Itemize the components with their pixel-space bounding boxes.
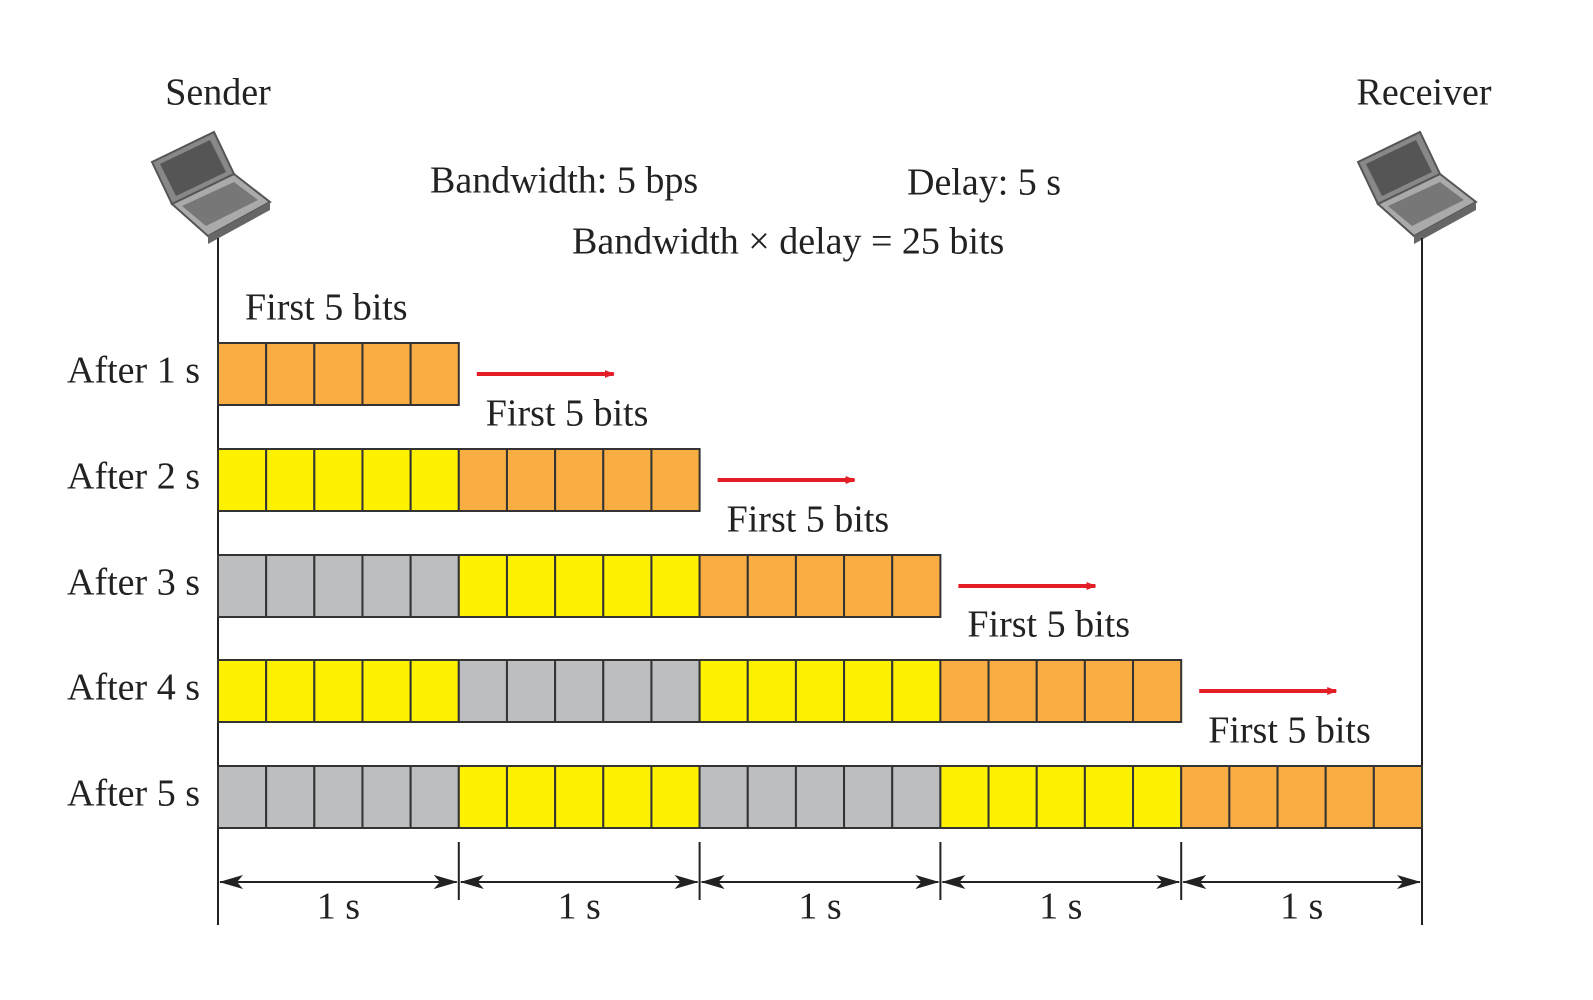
caption: First 5 bits [1208, 710, 1371, 752]
row-label: After 1 s [67, 350, 200, 392]
bit-cell [1372, 765, 1423, 829]
bit-cell [313, 765, 364, 829]
bit-cell [1035, 765, 1086, 829]
bit-cell [265, 342, 316, 406]
bit-cell [1132, 765, 1183, 829]
bit-cell [1083, 659, 1135, 723]
bit-cell [1035, 659, 1086, 723]
bit-cell [505, 659, 557, 723]
bit-cell [457, 448, 508, 512]
bit-cell [217, 765, 268, 829]
bit-cell [313, 448, 364, 512]
bit-cell [891, 765, 942, 829]
row-label: After 5 s [67, 773, 200, 815]
bit-cell [265, 554, 316, 618]
bit-cell [746, 659, 797, 723]
bit-cell [457, 765, 508, 829]
bit-cell [843, 765, 894, 829]
bit-cell [505, 765, 557, 829]
bit-cell [698, 765, 749, 829]
row-label: After 4 s [67, 667, 200, 709]
bit-cell [409, 342, 460, 406]
bit-cell [457, 554, 508, 618]
bit-cell [409, 659, 460, 723]
caption: First 5 bits [486, 393, 649, 435]
interval-label: 1 s [317, 886, 360, 928]
bit-cell [891, 659, 942, 723]
sender-label: Sender [165, 72, 271, 114]
bit-cell [409, 554, 460, 618]
caption: First 5 bits [727, 499, 890, 541]
receiver-label: Receiver [1356, 72, 1491, 114]
bit-cell [698, 659, 749, 723]
bit-cell [1228, 765, 1279, 829]
bit-cell [361, 554, 412, 618]
row-label: After 2 s [67, 456, 200, 498]
interval-label: 1 s [798, 886, 841, 928]
bit-cell [939, 659, 990, 723]
bit-cell [217, 659, 268, 723]
bit-cell [746, 554, 797, 618]
bit-cell [794, 659, 846, 723]
bit-cell [554, 448, 605, 512]
bit-cell [939, 765, 990, 829]
bit-cell [1132, 659, 1183, 723]
bandwidth-label: Bandwidth: 5 bps [430, 160, 698, 202]
bit-cell [602, 765, 653, 829]
bit-cell [217, 448, 268, 512]
bit-cell [843, 554, 894, 618]
bit-cell [554, 765, 605, 829]
interval-label: 1 s [1280, 886, 1323, 928]
bit-cell [313, 554, 364, 618]
bit-cell [794, 765, 846, 829]
bit-cell [313, 659, 364, 723]
bit-cell [1180, 765, 1231, 829]
caption: First 5 bits [967, 604, 1130, 646]
bit-cell [602, 659, 653, 723]
bit-cell [891, 554, 942, 618]
bit-cell [698, 554, 749, 618]
bit-cell [1083, 765, 1135, 829]
bit-cell [1324, 765, 1375, 829]
bit-cell [265, 448, 316, 512]
caption: First 5 bits [245, 287, 408, 329]
bit-cell [1276, 765, 1327, 829]
bit-cell [361, 659, 412, 723]
product-label: Bandwidth × delay = 25 bits [572, 221, 1004, 263]
delay-label: Delay: 5 s [907, 162, 1061, 204]
bit-cell [217, 342, 268, 406]
bit-cell [409, 448, 460, 512]
bit-cell [313, 342, 364, 406]
bit-cell [361, 448, 412, 512]
row-label: After 3 s [67, 562, 200, 604]
receiver-icon [1357, 131, 1477, 245]
bit-cell [650, 448, 701, 512]
bit-cell [505, 448, 557, 512]
bit-cell [361, 342, 412, 406]
bit-cell [987, 659, 1038, 723]
bit-cell [554, 554, 605, 618]
bit-cell [794, 554, 846, 618]
bit-cell [361, 765, 412, 829]
bit-cell [217, 554, 268, 618]
bit-cell [650, 554, 701, 618]
bit-cell [505, 554, 557, 618]
bit-cell [602, 554, 653, 618]
sender-icon [151, 131, 271, 245]
bit-cell [554, 659, 605, 723]
bit-cell [265, 765, 316, 829]
bit-cell [457, 659, 508, 723]
bit-cell [987, 765, 1038, 829]
bit-cell [843, 659, 894, 723]
interval-label: 1 s [1039, 886, 1082, 928]
bit-cell [409, 765, 460, 829]
bit-cell [265, 659, 316, 723]
interval-label: 1 s [558, 886, 601, 928]
bit-cell [650, 659, 701, 723]
bit-cell [746, 765, 797, 829]
bit-cell [602, 448, 653, 512]
bit-cell [650, 765, 701, 829]
